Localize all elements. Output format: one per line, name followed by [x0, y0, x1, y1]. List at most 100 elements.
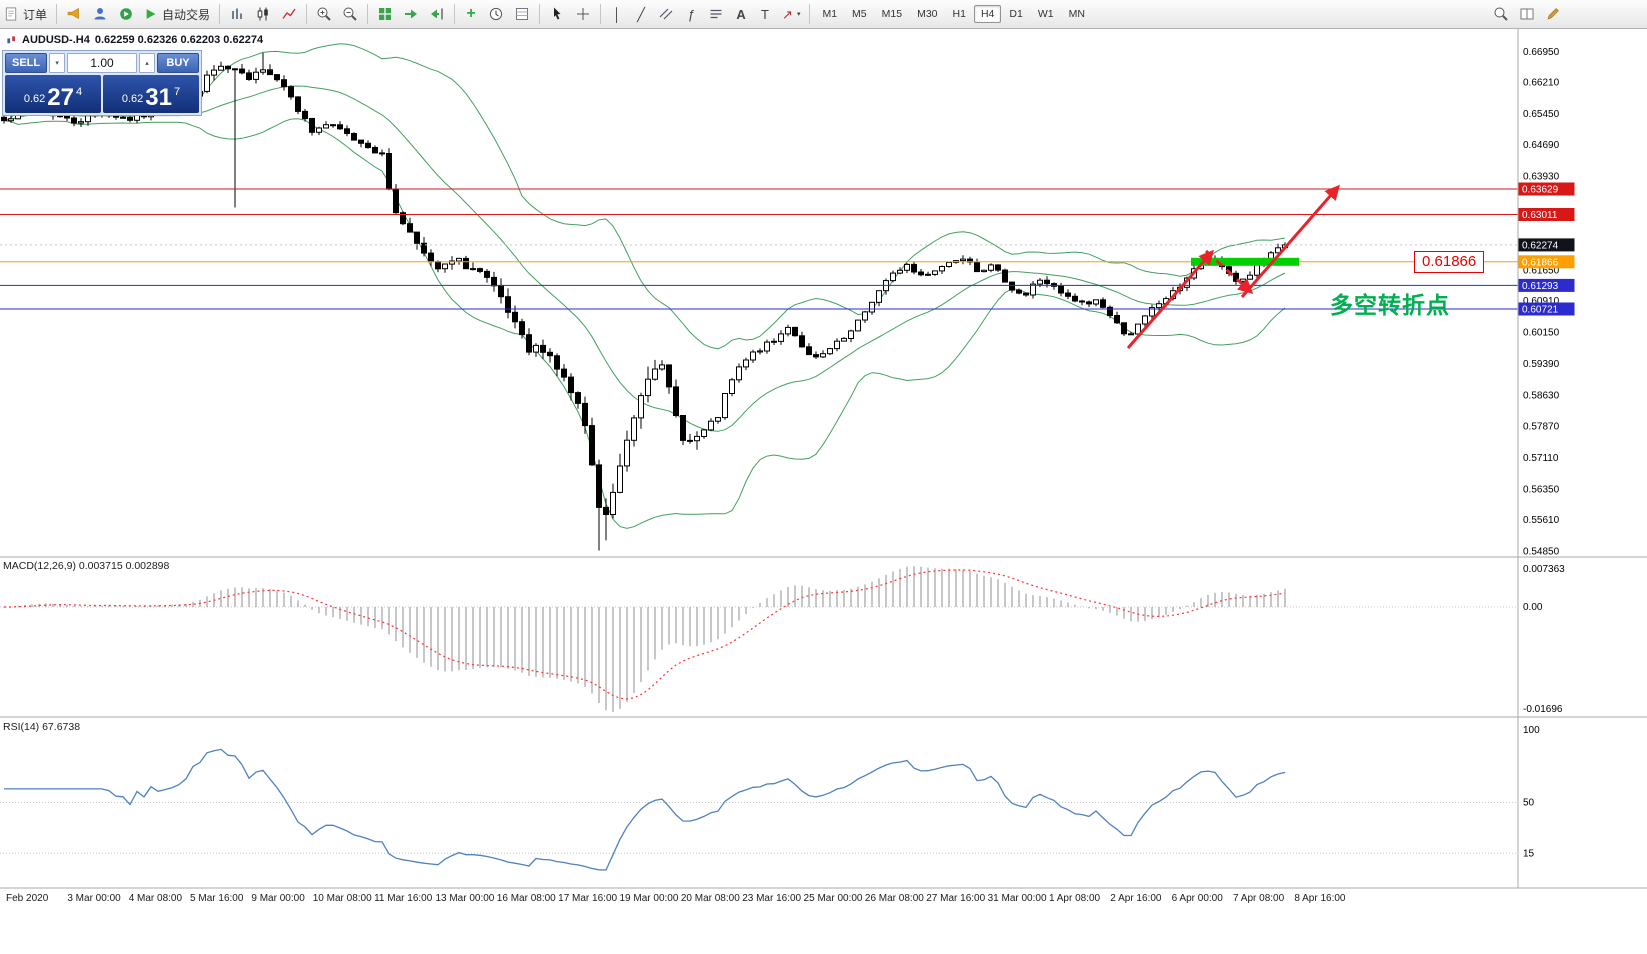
time-axis-label: 7 Apr 08:00	[1233, 893, 1285, 904]
text-icon[interactable]: A	[730, 3, 752, 25]
autotrading-play-icon	[146, 9, 156, 19]
separator	[539, 4, 541, 24]
announcement-icon[interactable]	[62, 3, 86, 25]
layout-icon[interactable]	[1515, 3, 1539, 25]
label-icon[interactable]: T	[754, 3, 776, 25]
autotrading-button[interactable]: 自动交易	[140, 3, 214, 25]
price-axis-label: 0.56350	[1523, 484, 1560, 495]
candlestick-chart-icon[interactable]	[251, 3, 275, 25]
time-axis-label: 11 Mar 16:00	[374, 893, 433, 904]
price-tag-label: 0.61293	[1522, 281, 1559, 292]
timeframe-H4[interactable]: H4	[973, 5, 1002, 23]
community-icon[interactable]	[88, 3, 112, 25]
price-axis-label: 0.66210	[1523, 77, 1560, 88]
edit-icon[interactable]	[1541, 3, 1565, 25]
price-tag-label: 0.62274	[1522, 240, 1559, 251]
separator	[56, 4, 58, 24]
price-axis-label: 0.59390	[1523, 359, 1560, 370]
timeframe-W1[interactable]: W1	[1031, 5, 1061, 23]
price-axis-label: 0.66950	[1523, 47, 1560, 58]
one-click-trading-panel: SELL ▾ ▴ BUY 0.62 27 4 0.62 31 7	[2, 50, 202, 116]
channel-icon[interactable]	[654, 3, 678, 25]
trend-arrow	[1240, 184, 1340, 298]
sell-price-button[interactable]: 0.62 27 4	[5, 75, 101, 113]
timeframe-D1[interactable]: D1	[1002, 5, 1029, 23]
price-axis-label: 0.55610	[1523, 515, 1560, 526]
new-order-label: 订单	[23, 7, 48, 22]
chart-title: AUDUSD-.H4 0.62259 0.62326 0.62203 0.622…	[6, 34, 263, 46]
buy-button[interactable]: BUY	[157, 53, 199, 73]
zoom-in-icon[interactable]	[312, 3, 336, 25]
timeframe-MN[interactable]: MN	[1062, 5, 1092, 23]
search-icon[interactable]	[1489, 3, 1513, 25]
rsi-axis[interactable]: 100 50 15	[1523, 725, 1540, 859]
level-lines[interactable]	[0, 188, 1518, 310]
line-chart-icon[interactable]	[277, 3, 301, 25]
templates-icon[interactable]	[510, 3, 534, 25]
trend-arrow	[1126, 249, 1214, 349]
rsi-axis-label: 15	[1523, 848, 1535, 859]
price-tag-label: 0.63629	[1522, 185, 1559, 196]
chart-shift-icon[interactable]	[425, 3, 449, 25]
rsi-label: RSI(14) 67.6738	[3, 721, 81, 733]
price-axis-label: 0.63930	[1523, 172, 1560, 183]
indicators-icon[interactable]: +	[460, 3, 482, 25]
buy-price-prefix: 0.62	[121, 93, 144, 105]
zoom-out-icon[interactable]	[338, 3, 362, 25]
price-axis-label: 0.64690	[1523, 140, 1560, 151]
price-tag	[1518, 182, 1575, 196]
sell-price-prefix: 0.62	[23, 93, 46, 105]
macd-label: MACD(12,26,9) 0.003715 0.002898	[3, 560, 170, 572]
timeframe-H1[interactable]: H1	[946, 5, 973, 23]
shapes-icon[interactable]	[704, 3, 728, 25]
timeframe-M15[interactable]: M15	[875, 5, 909, 23]
time-axis-label: 31 Mar 00:00	[988, 893, 1047, 904]
volume-down-button[interactable]: ▾	[49, 53, 66, 73]
timeframe-M1[interactable]: M1	[815, 5, 844, 23]
volume-input[interactable]	[67, 53, 137, 73]
macd-histogram	[10, 566, 1286, 712]
cursor-icon[interactable]	[545, 3, 569, 25]
arrow-tools-icon[interactable]: ↗ ▾	[778, 3, 804, 25]
crosshair-icon[interactable]	[571, 3, 595, 25]
price-axis-label: 0.65450	[1523, 109, 1560, 120]
fibonacci-icon[interactable]: ƒ	[680, 3, 702, 25]
support-zone-highlight	[1191, 257, 1299, 266]
macd-axis[interactable]: 0.007363 0.00 -0.01696	[1523, 564, 1565, 715]
timeframe-M30[interactable]: M30	[910, 5, 944, 23]
price-axis-label: 0.57870	[1523, 422, 1560, 433]
time-axis-label: 27 Mar 16:00	[926, 893, 985, 904]
rsi-levels	[0, 802, 1518, 854]
price-tag-label: 0.60721	[1522, 305, 1559, 316]
timeframe-M5[interactable]: M5	[845, 5, 874, 23]
pullback-arrow	[1204, 249, 1254, 295]
volume-up-button[interactable]: ▴	[139, 53, 155, 73]
buy-price-button[interactable]: 0.62 31 7	[103, 75, 199, 113]
time-axis-label: 5 Mar 16:00	[190, 893, 244, 904]
time-axis-label: 16 Mar 08:00	[497, 893, 556, 904]
price-axis-label: 0.60910	[1523, 296, 1560, 307]
sell-button[interactable]: SELL	[5, 53, 48, 73]
vertical-line-icon[interactable]: │	[606, 3, 628, 25]
bar-chart-icon[interactable]	[225, 3, 249, 25]
time-axis-label: 6 Apr 00:00	[1172, 893, 1224, 904]
time-axis-label: 1 Apr 08:00	[1049, 893, 1101, 904]
macd-axis-label: -0.01696	[1523, 704, 1563, 715]
time-axis-label: 25 Mar 00:00	[804, 893, 863, 904]
trendline-icon[interactable]: ╱	[630, 3, 652, 25]
periods-icon[interactable]	[484, 3, 508, 25]
tile-windows-icon[interactable]	[373, 3, 397, 25]
time-axis[interactable]: Feb 2020 3 Mar 00:00 4 Mar 08:00 5 Mar 16:0…	[6, 893, 1346, 904]
rsi-line	[4, 748, 1286, 871]
auto-scroll-icon[interactable]	[399, 3, 423, 25]
time-axis-label: 19 Mar 00:00	[620, 893, 679, 904]
price-axis[interactable]: 0.66950 0.66210 0.65450 0.64690 0.63930 0.616…	[1518, 47, 1575, 557]
price-tag-label: 0.63011	[1522, 210, 1558, 221]
market-icon[interactable]	[114, 3, 138, 25]
separator	[454, 4, 456, 24]
new-order-button[interactable]: 订单	[0, 3, 51, 25]
separator	[367, 4, 369, 24]
symbol-icon	[7, 35, 15, 43]
